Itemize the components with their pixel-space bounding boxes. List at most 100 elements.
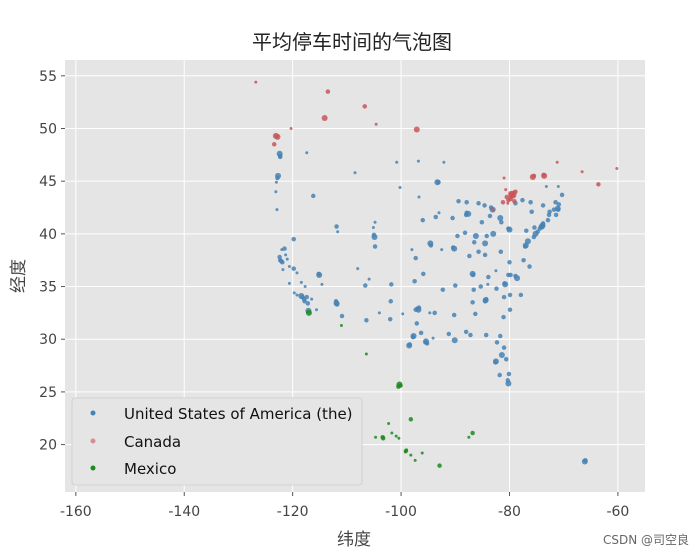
usa-point: [275, 208, 279, 212]
mexico-point: [420, 451, 424, 455]
usa-point: [389, 282, 394, 287]
usa-point: [421, 271, 426, 277]
usa-point: [295, 293, 299, 297]
usa-point: [497, 372, 502, 378]
usa-point: [486, 274, 491, 280]
y-tick-label: 40: [39, 227, 57, 243]
canada-point: [512, 198, 517, 204]
x-tick-label: -60: [606, 504, 629, 520]
usa-point: [498, 333, 503, 339]
usa-point: [537, 226, 543, 231]
y-axis-label: 经度: [9, 259, 29, 293]
x-tick-labels: -160 -140 -120 -100 -80 -60: [60, 504, 629, 520]
canada-point: [289, 126, 293, 130]
usa-point: [502, 281, 507, 286]
usa-point: [413, 255, 418, 261]
usa-point: [456, 198, 461, 204]
usa-point: [467, 253, 472, 259]
usa-point: [463, 212, 469, 218]
chart-title: 平均停车时间的气泡图: [252, 30, 452, 54]
usa-point: [547, 209, 552, 214]
y-tick-label: 25: [39, 385, 57, 401]
usa-point: [559, 192, 565, 198]
usa-point: [553, 212, 559, 218]
usa-point: [274, 180, 278, 184]
canada-point: [596, 182, 601, 187]
usa-point: [529, 209, 534, 214]
x-tick-label: -100: [385, 504, 417, 520]
usa-point: [476, 201, 481, 206]
usa-point: [540, 221, 546, 226]
usa-point: [524, 228, 529, 233]
usa-point: [428, 311, 432, 315]
mexico-point: [404, 448, 408, 452]
canada-point: [615, 167, 619, 171]
usa-point: [479, 220, 485, 225]
usa-point: [424, 341, 430, 346]
usa-point: [501, 345, 507, 350]
x-tick-label: -80: [498, 504, 521, 520]
usa-point: [284, 253, 288, 257]
usa-point: [462, 230, 468, 236]
y-tick-label: 55: [39, 69, 57, 85]
usa-point: [455, 233, 460, 239]
mexico-point: [387, 422, 391, 426]
mexico-point: [467, 435, 471, 439]
usa-point: [410, 334, 416, 340]
usa-point: [436, 179, 441, 185]
usa-point: [433, 214, 439, 220]
usa-point: [513, 273, 518, 279]
usa-point: [395, 160, 399, 164]
usa-point: [334, 302, 340, 307]
x-tick-label: -140: [168, 504, 200, 520]
usa-point: [356, 267, 360, 271]
legend: United States of America (the) Canada Me…: [71, 397, 363, 486]
usa-point: [280, 260, 285, 265]
usa-point: [507, 260, 512, 265]
canada-point: [362, 104, 368, 109]
usa-point: [287, 265, 291, 269]
usa-point: [304, 294, 310, 300]
usa-point: [544, 184, 548, 188]
legend-label-canada: Canada: [124, 433, 181, 451]
canada-point: [555, 160, 559, 164]
canada-point: [325, 89, 331, 94]
usa-point: [464, 199, 469, 205]
usa-point: [493, 360, 498, 365]
usa-point: [372, 244, 378, 249]
usa-point: [316, 271, 323, 278]
usa-point: [305, 301, 311, 306]
usa-point: [482, 252, 488, 258]
usa-point: [545, 217, 551, 223]
usa-point: [287, 281, 291, 285]
usa-point: [310, 297, 314, 301]
legend-box: [71, 397, 363, 486]
usa-point: [407, 342, 412, 347]
canada-point: [506, 197, 511, 203]
usa-point: [476, 249, 481, 255]
usa-point: [482, 299, 488, 304]
usa-point: [450, 245, 456, 250]
usa-point: [494, 286, 499, 291]
canada-point: [580, 170, 584, 174]
y-tick-label: 50: [39, 121, 57, 137]
usa-point: [451, 337, 458, 344]
y-tick-label: 30: [39, 332, 57, 348]
usa-point: [440, 248, 444, 252]
usa-point: [583, 458, 588, 463]
usa-point: [473, 311, 478, 317]
usa-point: [387, 316, 393, 322]
canada-point: [491, 208, 495, 212]
usa-point: [522, 244, 528, 249]
usa-point: [414, 321, 420, 326]
x-tick-label: -120: [277, 504, 309, 520]
usa-point: [498, 249, 504, 255]
usa-point: [373, 220, 377, 224]
usa-point: [428, 243, 434, 248]
usa-point: [388, 299, 394, 304]
usa-point: [274, 190, 278, 194]
usa-point: [501, 314, 506, 320]
x-tick-label: -160: [60, 504, 92, 520]
canada-point: [374, 122, 378, 126]
usa-point: [453, 283, 458, 288]
